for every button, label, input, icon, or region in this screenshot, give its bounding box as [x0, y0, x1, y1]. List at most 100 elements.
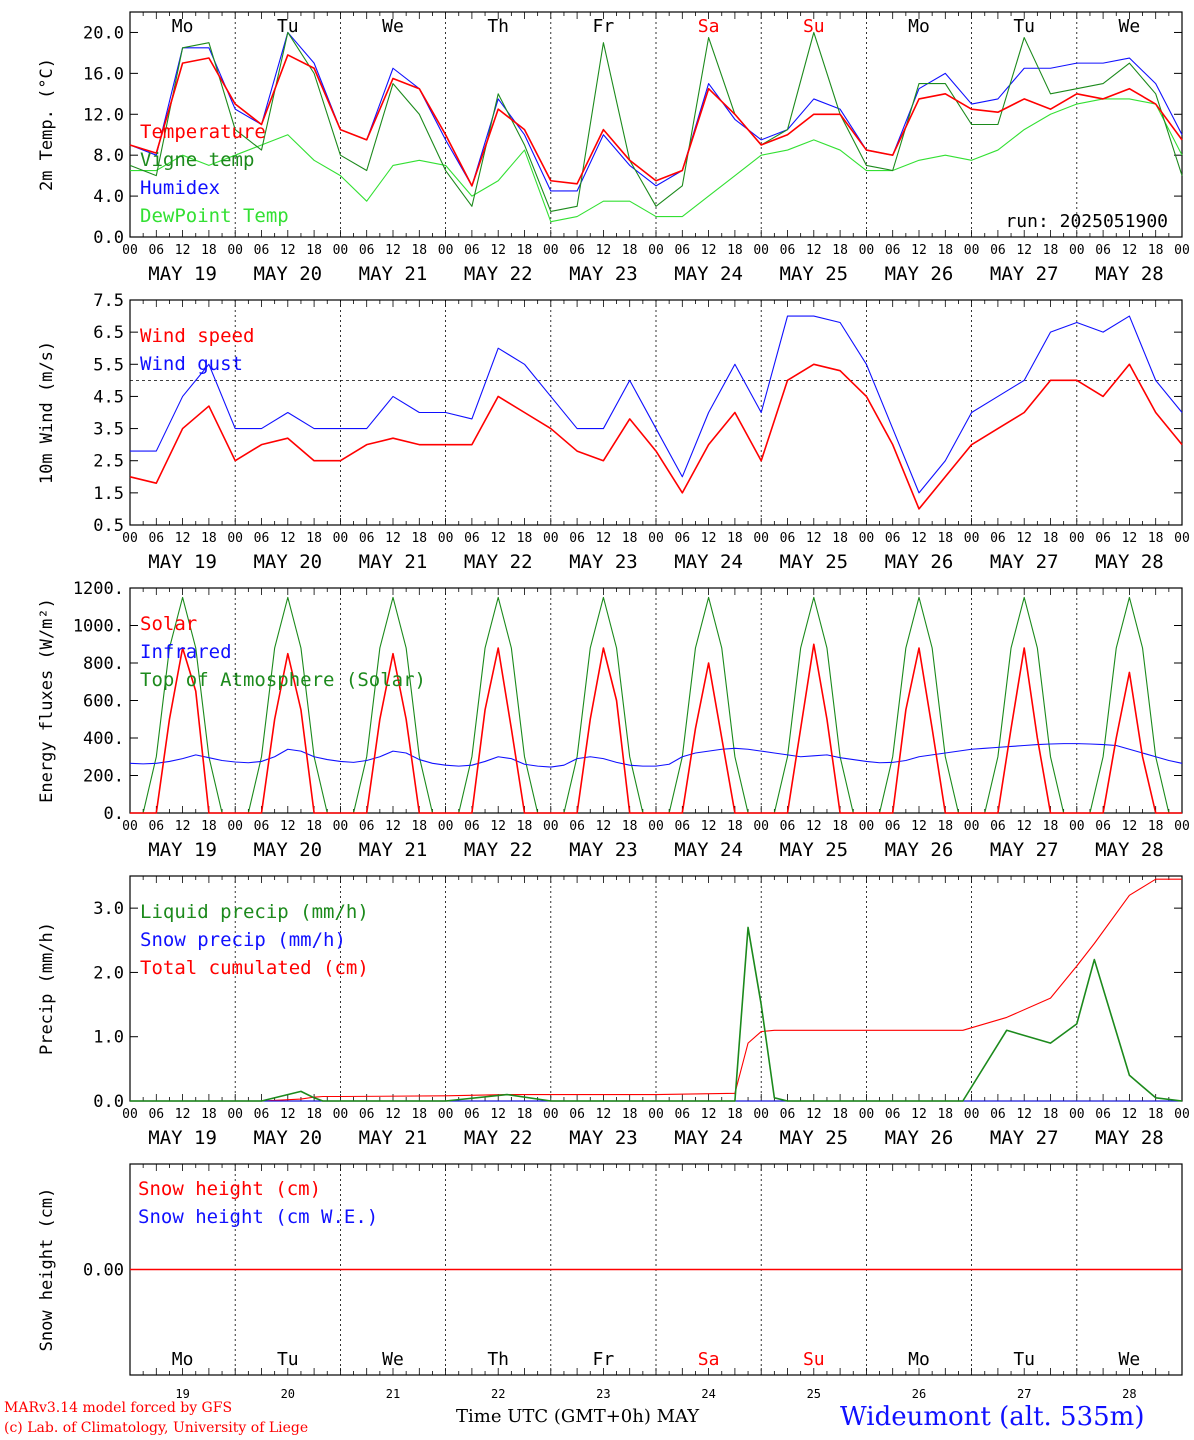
time-axis-title: Time UTC (GMT+0h): [456, 1406, 651, 1427]
hour-tick-label: 18: [937, 243, 953, 258]
hour-tick-label: 18: [517, 531, 533, 546]
hour-tick-label: 18: [727, 1107, 743, 1122]
hour-tick-label: 00: [543, 243, 559, 258]
hour-tick-label: 00: [333, 243, 349, 258]
date-label: MAY 20: [253, 1127, 322, 1149]
weekday-label: Sa: [698, 1349, 720, 1370]
hour-tick-label: 06: [148, 243, 164, 258]
hour-tick-label: 18: [201, 243, 217, 258]
hour-tick-label: 00: [859, 531, 875, 546]
hour-tick-label: 12: [1016, 819, 1032, 834]
hour-tick-label: 06: [780, 819, 796, 834]
hour-tick-label: 00: [122, 819, 138, 834]
date-label: MAY 22: [464, 263, 533, 285]
hour-tick-label: 00: [1069, 531, 1085, 546]
precip-ytick-label: 3.0: [93, 899, 124, 919]
weekday-label: Th: [487, 16, 509, 37]
hour-tick-label: 12: [175, 531, 191, 546]
wind-series-line: [129, 363, 1183, 510]
snow-legend-entry: Snow height (cm W.E.): [138, 1206, 378, 1228]
hour-tick-label: 00: [227, 243, 243, 258]
hour-tick-label: 18: [832, 1107, 848, 1122]
hour-tick-label: 06: [359, 1107, 375, 1122]
date-label: MAY 24: [674, 551, 743, 573]
hour-tick-label: 00: [543, 819, 559, 834]
hour-tick-label: 06: [359, 243, 375, 258]
wind-ylabel: 10m Wind (m/s): [37, 341, 57, 484]
weekday-label: Fr: [593, 1349, 615, 1370]
weekday-label: Fr: [593, 16, 615, 37]
day-number-label: 27: [1017, 1387, 1031, 1401]
hour-tick-label: 18: [727, 819, 743, 834]
date-label: MAY 28: [1095, 263, 1164, 285]
hour-tick-label: 06: [569, 243, 585, 258]
precip-ytick-label: 2.0: [93, 963, 124, 983]
hour-tick-label: 06: [148, 1107, 164, 1122]
hour-tick-label: 12: [280, 819, 296, 834]
hour-tick-label: 18: [1043, 819, 1059, 834]
hour-tick-label: 18: [832, 243, 848, 258]
energy-ytick-label: 800.: [83, 654, 124, 674]
temperature-legend-entry: DewPoint Temp: [140, 205, 289, 227]
hour-tick-label: 00: [1174, 1107, 1190, 1122]
station-name: Wideumont (alt. 535m): [840, 1402, 1145, 1432]
hour-tick-label: 18: [201, 1107, 217, 1122]
hour-tick-label: 18: [306, 243, 322, 258]
day-number-label: 23: [596, 1387, 610, 1401]
hour-tick-label: 00: [964, 531, 980, 546]
date-label: MAY 27: [990, 263, 1059, 285]
date-label: MAY 26: [885, 551, 954, 573]
hour-tick-label: 00: [543, 531, 559, 546]
hour-tick-label: 12: [175, 243, 191, 258]
wind-ytick-label: 3.5: [93, 420, 124, 440]
hour-tick-label: 06: [464, 243, 480, 258]
date-label: MAY 23: [569, 551, 638, 573]
hour-tick-label: 00: [122, 531, 138, 546]
hour-tick-label: 12: [175, 819, 191, 834]
weekday-label: Mo: [908, 1349, 930, 1370]
temperature-ytick-label: 4.0: [93, 187, 124, 207]
wind-ytick-label: 7.5: [93, 291, 124, 311]
hour-tick-label: 06: [780, 1107, 796, 1122]
hour-tick-label: 00: [648, 531, 664, 546]
hour-tick-label: 18: [1148, 1107, 1164, 1122]
hour-tick-label: 00: [753, 531, 769, 546]
date-label: MAY 28: [1095, 839, 1164, 861]
hour-tick-label: 18: [937, 531, 953, 546]
energy-ytick-label: 0.: [104, 804, 124, 824]
hour-tick-label: 00: [753, 243, 769, 258]
date-label: MAY 19: [148, 263, 217, 285]
hour-tick-label: 12: [806, 243, 822, 258]
hour-tick-label: 00: [1069, 243, 1085, 258]
hour-tick-label: 00: [227, 531, 243, 546]
weekday-label: Tu: [277, 1349, 299, 1370]
hour-tick-label: 00: [964, 1107, 980, 1122]
energy-ytick-label: 200.: [83, 767, 124, 787]
hour-tick-label: 18: [937, 1107, 953, 1122]
energy-series-line: [130, 643, 1182, 814]
day-number-label: 24: [701, 1387, 715, 1401]
hour-tick-label: 00: [753, 1107, 769, 1122]
date-label: MAY 21: [359, 263, 428, 285]
precip-ytick-label: 1.0: [93, 1028, 124, 1048]
date-label: MAY 25: [779, 263, 848, 285]
hour-tick-label: 12: [806, 531, 822, 546]
temperature-ylabel: 2m Temp. (°C): [37, 58, 57, 191]
date-label: MAY 19: [148, 839, 217, 861]
hour-tick-label: 06: [464, 531, 480, 546]
energy-legend-entry: Infrared: [140, 641, 232, 663]
hour-tick-label: 06: [674, 531, 690, 546]
hour-tick-label: 00: [438, 1107, 454, 1122]
date-label: MAY 25: [779, 839, 848, 861]
weekday-label: We: [1119, 1349, 1141, 1370]
wind-panel: 0.5 1.5 2.5 3.5 4.5 5.5 6.5 7.5 10m Wind (m/s) Wi…: [37, 291, 1190, 573]
energy-legend-entry: Solar: [140, 613, 197, 635]
hour-tick-label: 12: [1122, 1107, 1138, 1122]
precip-series-line: [130, 926, 1183, 1102]
day-number-label: 19: [175, 1387, 189, 1401]
energy-ytick-label: 1200.: [73, 579, 124, 599]
hour-tick-label: 12: [701, 531, 717, 546]
hour-tick-label: 00: [438, 819, 454, 834]
date-label: MAY 26: [885, 1127, 954, 1149]
